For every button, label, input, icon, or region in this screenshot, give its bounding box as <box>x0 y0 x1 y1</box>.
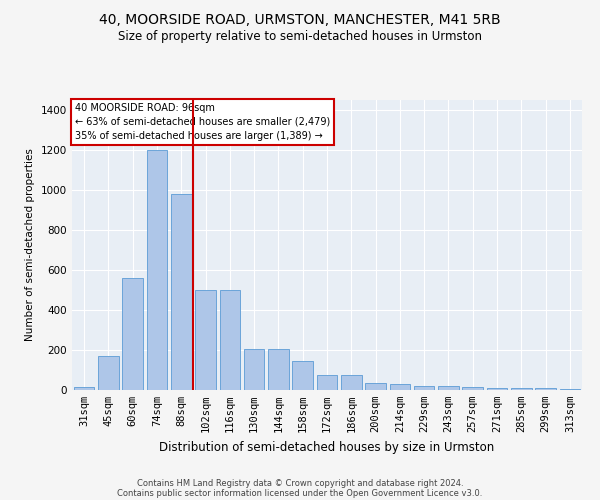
X-axis label: Distribution of semi-detached houses by size in Urmston: Distribution of semi-detached houses by … <box>160 440 494 454</box>
Bar <box>98 356 119 390</box>
Bar <box>365 383 386 390</box>
Bar <box>268 349 289 390</box>
Bar <box>317 375 337 390</box>
Bar <box>220 290 240 390</box>
Text: Contains public sector information licensed under the Open Government Licence v3: Contains public sector information licen… <box>118 488 482 498</box>
Bar <box>414 386 434 390</box>
Bar <box>511 388 532 390</box>
Bar <box>195 290 216 390</box>
Bar <box>122 278 143 390</box>
Bar <box>389 384 410 390</box>
Text: Contains HM Land Registry data © Crown copyright and database right 2024.: Contains HM Land Registry data © Crown c… <box>137 478 463 488</box>
Bar <box>171 194 191 390</box>
Bar <box>560 389 580 390</box>
Bar <box>463 387 483 390</box>
Text: 40 MOORSIDE ROAD: 96sqm
← 63% of semi-detached houses are smaller (2,479)
35% of: 40 MOORSIDE ROAD: 96sqm ← 63% of semi-de… <box>74 103 330 141</box>
Bar <box>438 386 459 390</box>
Text: 40, MOORSIDE ROAD, URMSTON, MANCHESTER, M41 5RB: 40, MOORSIDE ROAD, URMSTON, MANCHESTER, … <box>99 12 501 26</box>
Bar <box>146 150 167 390</box>
Text: Size of property relative to semi-detached houses in Urmston: Size of property relative to semi-detach… <box>118 30 482 43</box>
Bar <box>74 387 94 390</box>
Bar <box>244 349 265 390</box>
Bar <box>535 388 556 390</box>
Bar <box>341 375 362 390</box>
Bar <box>487 388 508 390</box>
Bar <box>292 361 313 390</box>
Y-axis label: Number of semi-detached properties: Number of semi-detached properties <box>25 148 35 342</box>
